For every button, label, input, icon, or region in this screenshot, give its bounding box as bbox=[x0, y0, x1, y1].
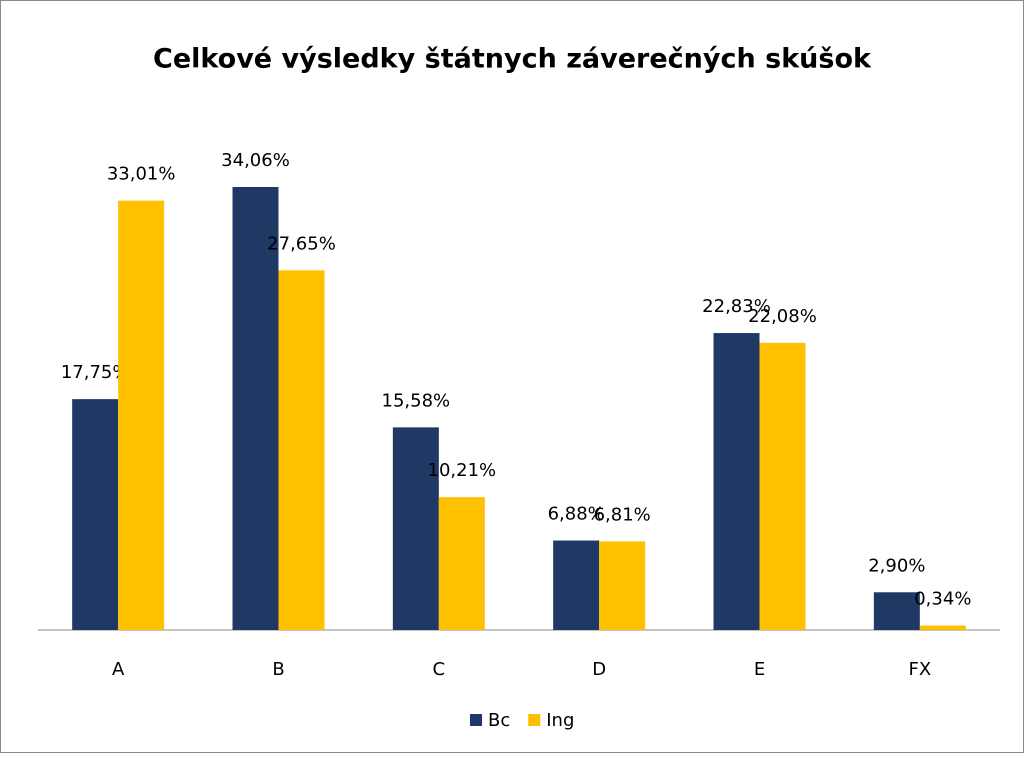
legend-swatch bbox=[470, 714, 482, 726]
bar bbox=[919, 625, 966, 630]
data-label: 6,81% bbox=[594, 504, 651, 525]
x-tick-label: D bbox=[592, 659, 606, 680]
data-label: 33,01% bbox=[107, 164, 176, 185]
bar bbox=[438, 497, 485, 630]
x-tick-label: FX bbox=[908, 659, 931, 680]
legend-swatch bbox=[528, 714, 541, 726]
bar bbox=[118, 200, 165, 630]
legend-label: Bc bbox=[488, 710, 510, 731]
x-tick-label: A bbox=[112, 659, 125, 680]
data-label: 22,83% bbox=[702, 296, 771, 317]
data-label: 15,58% bbox=[382, 390, 451, 411]
bar bbox=[599, 541, 646, 630]
bar bbox=[278, 270, 325, 630]
data-label: 34,06% bbox=[221, 150, 290, 171]
data-label: 0,34% bbox=[914, 589, 971, 610]
bar bbox=[72, 399, 119, 630]
bar bbox=[759, 342, 806, 630]
chart-title: Celkové výsledky štátnych záverečných sk… bbox=[153, 44, 872, 75]
bar bbox=[392, 427, 439, 630]
data-label: 6,88% bbox=[548, 504, 605, 525]
legend-label: Ing bbox=[546, 710, 574, 731]
data-label: 22,08% bbox=[748, 306, 817, 327]
x-tick-label: B bbox=[272, 659, 284, 680]
data-label: 10,21% bbox=[428, 460, 497, 481]
data-label: 2,90% bbox=[868, 555, 925, 576]
data-label: 27,65% bbox=[267, 233, 336, 254]
bar bbox=[713, 333, 760, 630]
x-tick-label: E bbox=[754, 659, 765, 680]
x-tick-label: C bbox=[433, 659, 446, 680]
bar bbox=[553, 540, 600, 630]
data-label: 17,75% bbox=[61, 362, 130, 383]
bar bbox=[232, 187, 279, 630]
bar bbox=[873, 592, 920, 630]
